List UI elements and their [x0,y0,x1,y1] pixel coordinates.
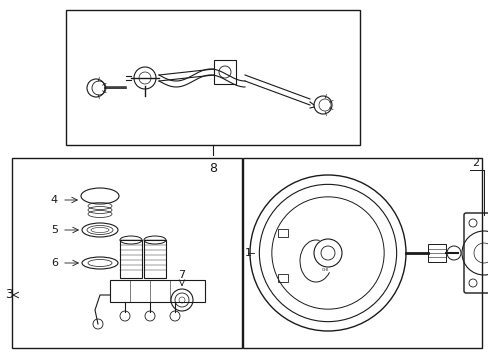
Bar [12,158,242,348]
Bar [278,229,287,237]
Text: GHI: GHI [321,268,328,272]
Text: 4: 4 [51,195,58,205]
Bar [243,158,481,348]
Bar [278,274,287,282]
Bar [120,240,142,278]
Bar [110,280,204,302]
Bar [427,244,445,262]
Bar [66,10,359,145]
Bar [214,60,236,84]
Text: 3: 3 [5,288,13,302]
Text: 1: 1 [244,248,251,258]
Text: 2: 2 [471,158,478,168]
Text: 5: 5 [51,225,58,235]
Bar [143,240,165,278]
Text: 8: 8 [208,162,217,175]
Text: 7: 7 [178,270,185,280]
Text: 6: 6 [51,258,58,268]
